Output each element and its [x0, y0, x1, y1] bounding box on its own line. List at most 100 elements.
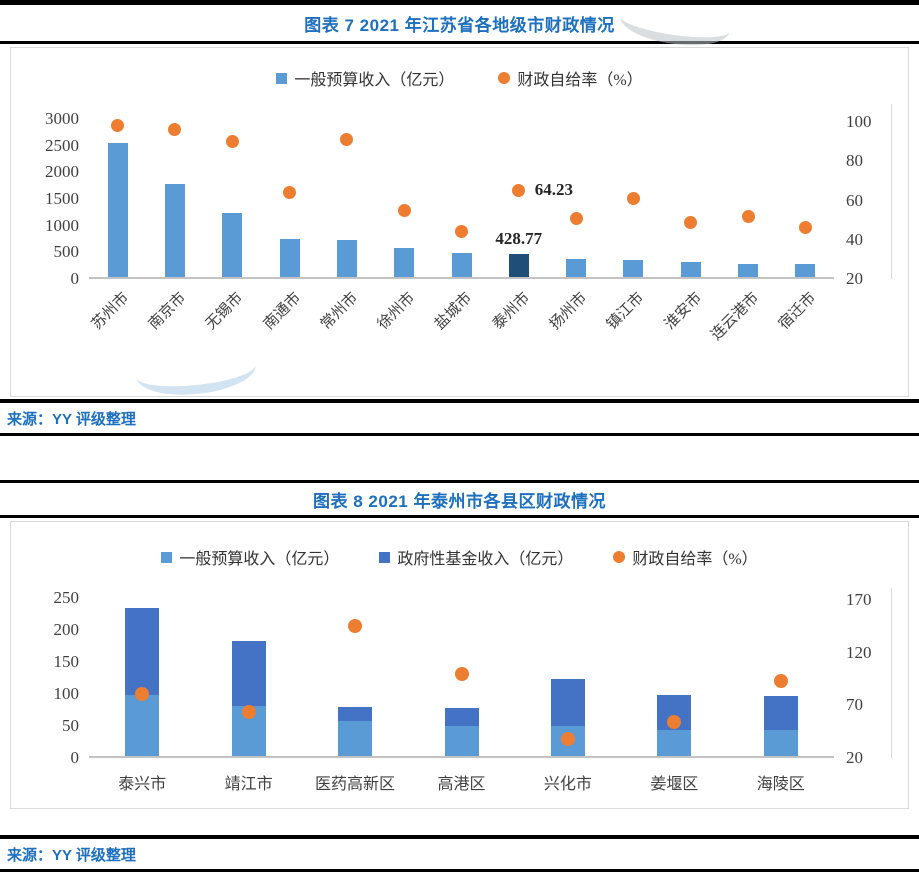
y-axis-tick-left: 2500 [45, 135, 79, 155]
y-axis-tick-left: 150 [53, 652, 80, 671]
figure7-chart-grid: 3000 2500 2000 1500 1000 500 0 苏州市 南京市 无锡市 南通市 常州市… [11, 104, 892, 344]
bar-segment [125, 607, 160, 696]
rate-dot [111, 119, 125, 133]
rate-dot [798, 221, 812, 235]
rate-dot [569, 211, 583, 225]
y-axis-tick-right: 100 [846, 112, 872, 131]
legend-label: 财政自给率（%） [517, 72, 643, 89]
x-axis-label: 医药高新区 [315, 776, 396, 793]
bar-segment [795, 264, 816, 277]
x-axis-label: 南通市 [260, 289, 304, 333]
bar-segment [394, 248, 415, 277]
bar-segment [763, 730, 798, 756]
figure8-left-axis: 250 200 150 100 50 0 [11, 588, 89, 767]
y-axis-tick-right: 20 [846, 269, 863, 288]
bar-segment [336, 239, 357, 277]
figure8-chart-panel: 一般预算收入（亿元） 政府性基金收入（亿元） 财政自给率（%） 250 200 150 1… [10, 521, 909, 809]
rate-dot [225, 135, 239, 149]
legend-item: 财政自给率（%） [498, 66, 643, 90]
bar-segment [164, 184, 185, 277]
figure7-left-axis: 3000 2500 2000 1500 1000 500 0 [11, 104, 89, 288]
rate-dot [340, 133, 354, 147]
bar-segment [444, 725, 479, 756]
y-axis-tick-left: 0 [70, 269, 80, 288]
bar-value-label: 428.77 [495, 229, 543, 249]
y-axis-tick-right: 80 [846, 151, 863, 171]
x-axis-label: 苏州市 [88, 289, 132, 333]
y-axis-tick-right: 120 [846, 642, 872, 662]
figure8-right-axis: 170 120 70 20 [834, 588, 892, 767]
rate-dot [667, 715, 682, 730]
figure8-legend: 一般预算收入（亿元） 政府性基金收入（亿元） 财政自给率（%） [11, 542, 908, 572]
bar-segment [550, 679, 585, 726]
bar-segment [125, 695, 160, 756]
x-axis-label: 扬州市 [547, 289, 591, 333]
figure7-plot-area: 苏州市 南京市 无锡市 南通市 常州市 徐州市 盐城市 泰州市 扬州市 镇江市 淮安市 连云港市 宿迁市… [89, 104, 834, 344]
figure8-plot-area: 泰兴市 靖江市 医药高新区 高港区 兴化市 姜堰区 海陵区 [89, 588, 834, 793]
figure7-source: 来源：YY 评级整理 [7, 410, 136, 428]
rate-dot [773, 674, 788, 689]
figure8-source: 来源：YY 评级整理 [7, 846, 136, 864]
rate-dot [684, 215, 698, 229]
y-axis-tick-left: 0 [70, 748, 80, 767]
figure7-title: 图表 7 2021 年江苏省各地级市财政情况 [304, 15, 615, 35]
bar-segment [338, 706, 373, 722]
bar-segment [508, 254, 529, 277]
watermark-swoosh-icon [133, 341, 259, 396]
x-axis-label: 宿迁市 [776, 289, 820, 333]
bar-segment [338, 721, 373, 756]
y-axis-tick-left: 1500 [45, 189, 79, 208]
bar-segment [657, 730, 692, 756]
x-axis-label: 海陵区 [756, 776, 805, 793]
rate-dot [241, 704, 256, 719]
gap [0, 809, 919, 835]
x-axis-label: 镇江市 [604, 289, 648, 333]
y-axis-tick-left: 3000 [45, 109, 79, 128]
x-axis-label: 盐城市 [432, 289, 476, 333]
rate-dot [741, 209, 755, 223]
bar-segment [738, 263, 759, 277]
y-axis-tick-left: 200 [53, 620, 80, 639]
figure8-bottom-divider [0, 835, 919, 839]
x-axis-label: 高港区 [437, 776, 486, 793]
legend-square-marker-icon [379, 551, 391, 563]
legend-square-marker-icon [276, 72, 288, 84]
figure7-source-divider [0, 433, 919, 436]
bar-segment [279, 238, 300, 277]
bar-segment [566, 258, 587, 277]
rate-dot [454, 666, 469, 681]
bar-segment [623, 259, 644, 277]
y-axis-tick-right: 170 [846, 590, 872, 609]
y-axis-tick-left: 1000 [45, 215, 79, 235]
y-axis-tick-right: 20 [846, 748, 863, 767]
x-axis-label: 淮安市 [661, 289, 705, 333]
figure7-right-axis: 100 80 60 40 20 [834, 104, 892, 288]
legend-item: 政府性基金收入（亿元） [379, 545, 573, 569]
legend-circle-marker-icon [613, 551, 626, 563]
legend-label: 一般预算收入（亿元） [179, 551, 340, 568]
figure8-source-divider [0, 869, 919, 872]
legend-label: 财政自给率（%） [632, 551, 758, 568]
y-axis-tick-left: 50 [62, 716, 79, 735]
y-axis-tick-left: 100 [53, 684, 80, 703]
y-axis-tick-right: 40 [846, 229, 863, 249]
rate-dot [455, 225, 468, 239]
section-gap [0, 436, 919, 480]
y-axis-tick-left: 2000 [45, 162, 79, 182]
x-axis-label: 连云港市 [708, 289, 763, 344]
rate-dot [135, 686, 150, 701]
bar-segment [107, 143, 128, 277]
legend-item: 一般预算收入（亿元） [276, 66, 454, 90]
rate-dot [168, 123, 182, 137]
y-axis-tick-left: 500 [53, 242, 80, 262]
x-axis-label: 泰兴市 [118, 776, 167, 793]
legend-square-marker-icon [161, 551, 173, 563]
y-axis-tick-right: 70 [846, 695, 863, 715]
x-axis-label: 徐州市 [375, 289, 419, 333]
rate-value-label: 64.23 [534, 180, 574, 200]
bar-segment [231, 640, 266, 707]
bar-segment [444, 708, 479, 726]
rate-dot [560, 732, 575, 747]
figure8-chart-grid: 250 200 150 100 50 0 泰兴市 靖江市 医药高新区 高港区 兴化市 姜堰区 海陵区 … [11, 588, 892, 793]
